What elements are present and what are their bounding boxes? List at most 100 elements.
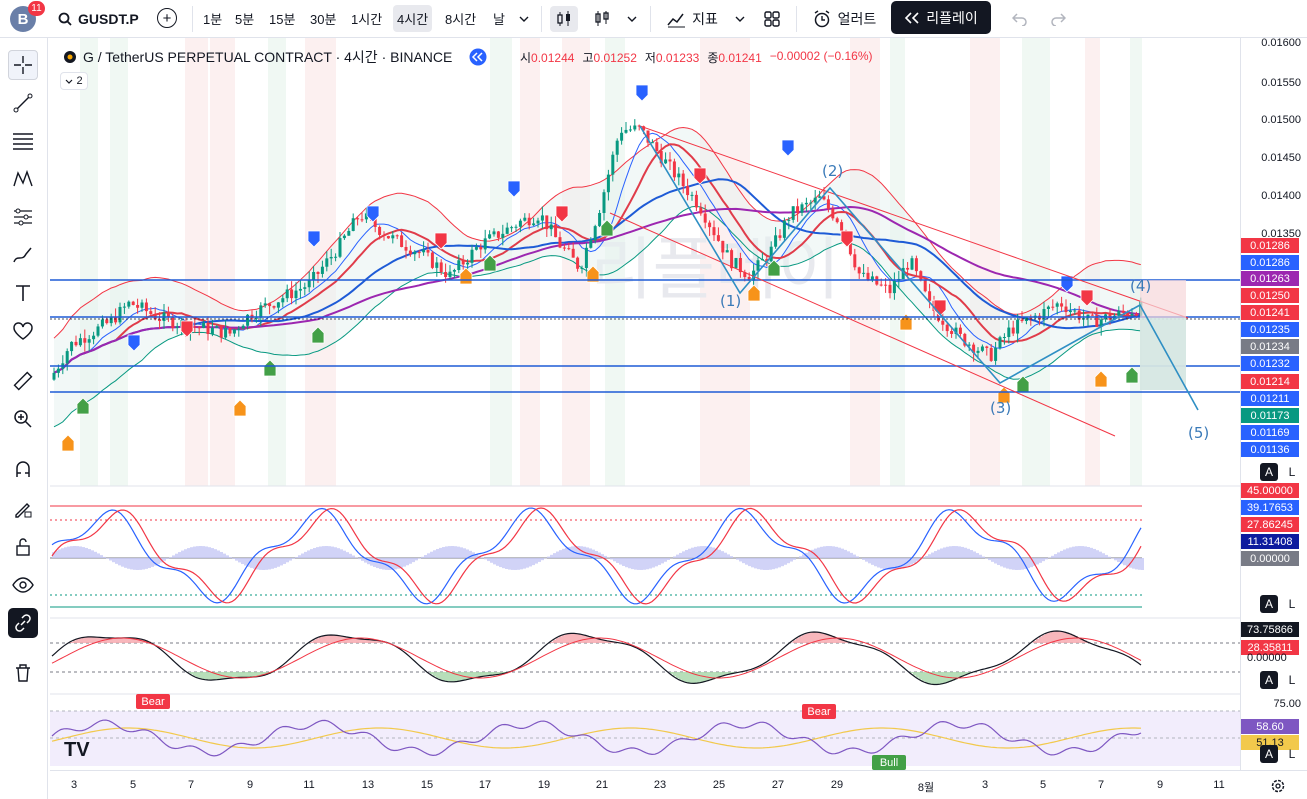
signal-marker-buy[interactable] [263, 359, 277, 377]
crosshair-tool-icon[interactable] [8, 50, 38, 80]
signal-marker-buy[interactable] [1125, 366, 1139, 384]
signal-marker-sell[interactable] [434, 232, 448, 250]
tf-1m[interactable]: 1분 [203, 12, 223, 27]
osc-histogram-bar [502, 558, 505, 569]
text-tool-icon[interactable] [8, 278, 38, 308]
auto-scale-button[interactable]: A [1260, 671, 1278, 689]
settings-gear-icon[interactable] [1270, 778, 1286, 794]
candles-icon[interactable] [550, 6, 578, 32]
tf-1d[interactable]: 날 [493, 12, 505, 27]
log-scale-button[interactable]: L [1288, 465, 1296, 479]
tf-8h[interactable]: 8시간 [445, 12, 477, 27]
symbol-search[interactable]: GUSDT.P [58, 8, 139, 30]
brush-tool-icon[interactable] [8, 240, 38, 270]
signal-marker-buy[interactable] [61, 434, 75, 452]
price-scale[interactable]: 0.01600 0.01550 0.01500 0.01450 0.01400 0.013… [1240, 37, 1307, 770]
signal-marker-buy[interactable] [747, 284, 761, 302]
trash-icon[interactable] [8, 658, 38, 688]
tf-30m[interactable]: 30분 [310, 12, 337, 27]
signal-marker-buy[interactable] [233, 399, 247, 417]
favorite-heart-icon[interactable] [8, 316, 38, 346]
redo-icon[interactable] [1046, 6, 1070, 32]
chart-pane[interactable]: 리플레이 (1) (2) (3) (4) (5) Bear Bear Bull TV [50, 38, 1240, 770]
log-scale-button[interactable]: L [1288, 597, 1296, 611]
signal-marker-sell[interactable] [781, 139, 795, 157]
channel-upper-line[interactable] [639, 125, 1189, 319]
signal-marker-sell[interactable] [307, 230, 321, 248]
wave-label[interactable]: (2) [822, 162, 843, 180]
eye-icon[interactable] [8, 570, 38, 600]
signal-marker-sell[interactable] [127, 334, 141, 352]
signal-marker-sell[interactable] [366, 205, 380, 223]
osc-histogram-bar [913, 558, 916, 564]
tf-5m[interactable]: 5분 [235, 12, 255, 27]
zoom-in-icon[interactable] [8, 404, 38, 434]
indicators-collapse-button[interactable]: 2 [60, 72, 88, 90]
signal-marker-sell[interactable] [1080, 289, 1094, 307]
bar-style-icon[interactable] [590, 6, 614, 32]
divergence-tag[interactable] [802, 704, 836, 719]
log-scale-button[interactable]: L [1288, 747, 1296, 761]
signal-marker-sell[interactable] [180, 320, 194, 338]
signal-marker-sell[interactable] [635, 84, 649, 102]
lock-icon[interactable] [8, 532, 38, 562]
replay-rewind-icon[interactable] [469, 48, 487, 66]
ruler-icon[interactable] [8, 366, 38, 396]
signal-marker-buy[interactable] [76, 397, 90, 415]
candle-body [378, 226, 382, 235]
signal-marker-buy[interactable] [586, 265, 600, 283]
link-icon[interactable] [8, 608, 38, 638]
undo-icon[interactable] [1008, 6, 1032, 32]
divergence-tag[interactable] [136, 694, 170, 709]
chart-type-dropdown-icon[interactable] [624, 6, 640, 32]
tf-4h[interactable]: 4시간 [393, 5, 433, 32]
osc-histogram-bar [835, 546, 838, 558]
trendline-tool-icon[interactable] [8, 88, 38, 118]
pattern-tool-icon[interactable] [8, 164, 38, 194]
stay-drawing-icon[interactable] [8, 494, 38, 524]
wave-label[interactable]: (5) [1188, 424, 1209, 442]
wave-label[interactable]: (1) [720, 292, 741, 310]
divergence-tag[interactable] [872, 755, 906, 770]
candle-body [752, 270, 756, 281]
fib-retracement-icon[interactable] [8, 126, 38, 156]
signal-marker-sell[interactable] [840, 230, 854, 248]
projection-tool-icon[interactable] [8, 202, 38, 232]
signal-marker-buy[interactable] [997, 386, 1011, 404]
auto-scale-button[interactable]: A [1260, 595, 1278, 613]
signal-marker-sell[interactable] [507, 180, 521, 198]
candle-body [1011, 327, 1015, 334]
osc-histogram-bar [127, 558, 130, 569]
auto-scale-button[interactable]: A [1260, 463, 1278, 481]
timeframe-dropdown-icon[interactable] [515, 6, 533, 32]
signal-marker-sell[interactable] [555, 205, 569, 223]
chart-legend[interactable]: G / TetherUS PERPETUAL CONTRACT · 4시간 · … [62, 47, 487, 67]
signal-marker-sell[interactable] [693, 167, 707, 185]
wave-label[interactable]: (3) [990, 399, 1011, 417]
replay-button[interactable]: 리플레이 [891, 1, 991, 34]
layouts-grid-icon[interactable] [760, 6, 784, 32]
osc-value-label: 27.86245 [1241, 517, 1299, 532]
indicators-dropdown-icon[interactable] [732, 6, 748, 32]
osc2-fill [562, 635, 565, 643]
time-scale[interactable]: 3 5 7 9 11 13 15 17 19 21 23 25 27 29 8월 3 5 7 9 11 [50, 770, 1307, 799]
osc-histogram-bar [1093, 548, 1096, 558]
signal-marker-buy[interactable] [600, 219, 614, 237]
channel-lower-line[interactable] [609, 212, 1116, 437]
tf-15m[interactable]: 15분 [269, 12, 296, 27]
signal-marker-buy[interactable] [1094, 370, 1108, 388]
wave-label[interactable]: (4) [1130, 277, 1151, 295]
tf-1h[interactable]: 1시간 [351, 12, 383, 27]
compare-symbol-button[interactable]: + [157, 8, 177, 28]
signal-marker-buy[interactable] [311, 326, 325, 344]
indicators-button[interactable]: 지표 [660, 6, 724, 32]
auto-scale-button[interactable]: A [1260, 745, 1278, 763]
elliott-wave-line[interactable] [639, 125, 1199, 411]
osc-histogram-bar [256, 558, 259, 570]
log-scale-button[interactable]: L [1288, 673, 1296, 687]
magnet-icon[interactable] [8, 454, 38, 484]
signal-marker-buy[interactable] [483, 254, 497, 272]
alert-button[interactable]: 얼러트 [806, 6, 882, 32]
signal-marker-buy[interactable] [767, 259, 781, 277]
